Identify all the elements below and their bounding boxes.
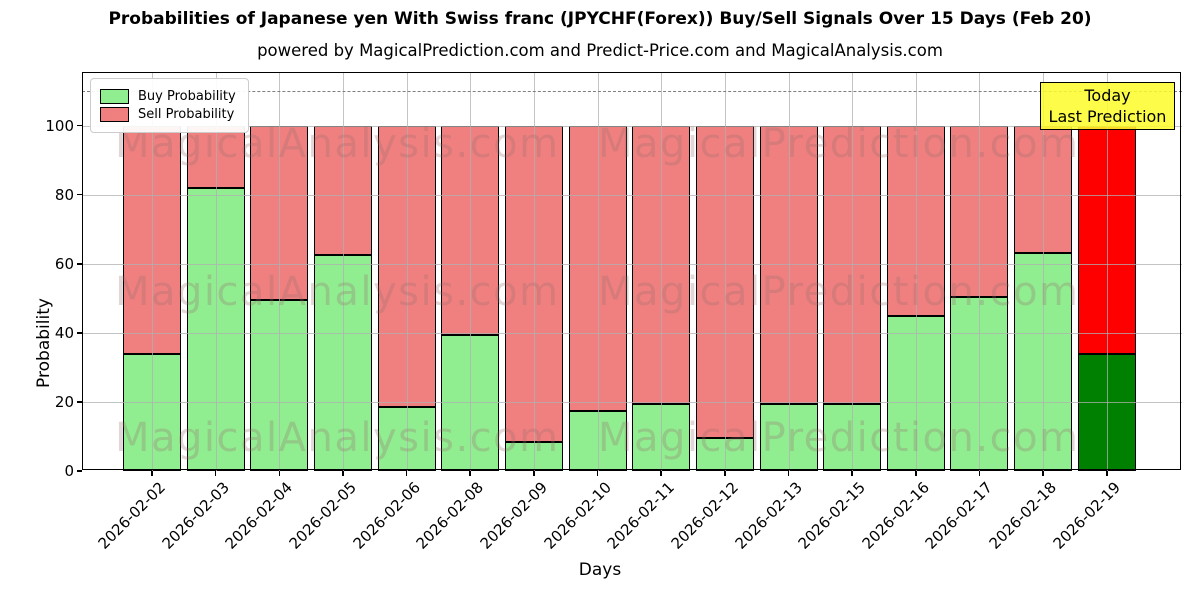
h-gridline	[82, 332, 1182, 334]
v-gridline	[470, 72, 472, 471]
v-gridline	[342, 72, 344, 471]
v-gridline	[661, 72, 663, 471]
v-gridline	[915, 72, 917, 471]
x-tick-mark	[596, 471, 599, 476]
v-gridline	[1043, 72, 1045, 471]
v-gridline	[152, 72, 153, 471]
x-tick-mark	[978, 471, 981, 476]
annotation-line1: Today	[1084, 86, 1131, 105]
legend-item-buy: Buy Probability	[100, 89, 236, 104]
y-tick-label: 0	[64, 462, 74, 480]
y-tick-label: 80	[54, 185, 74, 204]
x-axis-label: Days	[578, 560, 622, 580]
x-tick-mark	[533, 471, 535, 476]
v-gridline	[406, 72, 408, 471]
legend-item-sell: Sell Probability	[100, 107, 236, 122]
legend-label-sell: Sell Probability	[138, 107, 235, 122]
chart-title: Probabilities of Japanese yen With Swiss…	[108, 9, 1092, 29]
x-tick-mark	[851, 471, 853, 476]
plot-area: MagicalAnalysis.com MagicalPrediction.com…	[34, 72, 1182, 471]
x-tick-mark	[660, 471, 662, 476]
v-gridline	[979, 72, 981, 471]
y-tick-label: 20	[54, 392, 74, 411]
legend-label-buy: Buy Probability	[138, 89, 236, 104]
y-tick-label: 100	[45, 116, 74, 135]
y-tick-mark	[77, 332, 82, 334]
x-tick-mark	[787, 471, 790, 476]
v-gridline	[533, 72, 535, 471]
annotation-line2: Last Prediction	[1048, 107, 1167, 126]
v-gridline	[215, 72, 217, 471]
x-tick-mark	[151, 471, 153, 476]
x-tick-mark	[214, 471, 217, 476]
x-tick-mark	[915, 471, 917, 476]
x-tick-mark	[724, 471, 726, 476]
today-annotation-box: Today Last Prediction	[1040, 82, 1175, 130]
sell-color-swatch	[100, 107, 129, 122]
x-tick-mark	[1042, 471, 1044, 476]
x-tick-mark	[342, 471, 344, 476]
h-gridline	[82, 401, 1182, 403]
v-gridline	[724, 72, 726, 471]
y-axis-label: Probability	[34, 298, 54, 388]
x-tick-mark	[405, 471, 408, 476]
y-tick-mark	[77, 193, 82, 196]
h-gridline	[82, 194, 1182, 196]
legend: Buy Probability Sell Probability	[90, 78, 249, 133]
y-tick-label: 40	[54, 323, 74, 342]
chart-subtitle: powered by MagicalPrediction.com and Pre…	[257, 41, 943, 60]
y-tick-mark	[77, 470, 82, 472]
y-tick-label: 60	[54, 254, 74, 273]
y-tick-mark	[77, 401, 82, 403]
x-tick-mark	[278, 471, 281, 476]
v-gridline	[788, 72, 790, 471]
buy-color-swatch	[100, 89, 129, 104]
x-tick-mark	[1105, 471, 1108, 476]
v-gridline	[597, 72, 599, 471]
y-tick-mark	[77, 124, 82, 127]
y-tick-mark	[77, 262, 82, 265]
v-gridline	[1106, 72, 1108, 471]
x-tick-mark	[469, 471, 472, 476]
v-gridline	[852, 72, 854, 471]
v-gridline	[279, 72, 281, 471]
h-gridline	[82, 263, 1182, 265]
dashed-threshold-line	[82, 91, 1182, 92]
h-gridline	[82, 125, 1182, 127]
